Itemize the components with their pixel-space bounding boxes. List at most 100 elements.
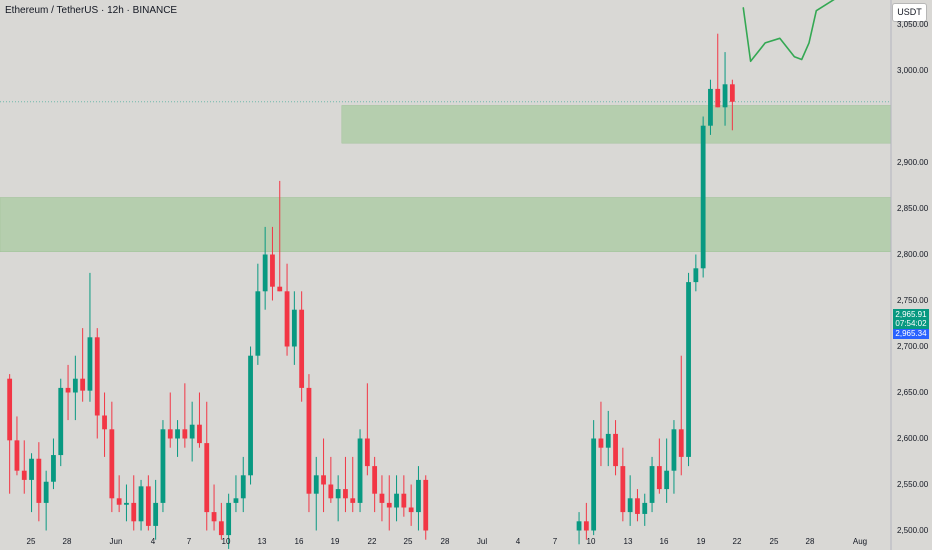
candle-body-60 <box>591 438 597 531</box>
last-price-value: 2,965.91 <box>895 310 927 319</box>
candle-body-7 <box>58 387 64 456</box>
candle-body-22 <box>167 429 173 439</box>
time-tick-label: 22 <box>367 537 377 546</box>
candle-body-47 <box>350 498 356 503</box>
candle-body-4 <box>36 458 42 503</box>
candle-body-58 <box>576 521 582 531</box>
candle-body-59 <box>583 521 589 531</box>
candle-body-41 <box>306 387 312 494</box>
candle-body-31 <box>233 498 239 503</box>
candle-body-44 <box>328 484 334 499</box>
candle-body-11 <box>87 337 93 391</box>
candle-body-49 <box>364 438 370 467</box>
candle-body-55 <box>408 507 414 513</box>
time-tick-label: 10 <box>586 537 596 546</box>
candle-body-54 <box>401 493 407 508</box>
other-price-value: 2,965.34 <box>895 329 927 338</box>
candle-body-37 <box>277 286 283 292</box>
time-tick-label: 4 <box>515 537 521 546</box>
candle-body-36 <box>270 254 275 287</box>
price-tick-label: 2,550.00 <box>897 479 929 489</box>
candle-body-14 <box>109 429 115 499</box>
candle-body-46 <box>343 489 348 499</box>
candle-body-57 <box>423 479 429 531</box>
candle-body-63 <box>613 433 618 467</box>
candle-body-48 <box>357 438 363 503</box>
candle-body-71 <box>671 429 677 471</box>
last-price-tag: 2,965.91 07:54:02 <box>893 309 929 329</box>
candle-body-42 <box>313 475 319 494</box>
candle-body-29 <box>218 521 224 536</box>
candle-body-51 <box>379 493 385 503</box>
candle-body-35 <box>262 254 268 292</box>
candle-body-68 <box>649 466 655 503</box>
candle-body-56 <box>416 479 421 513</box>
price-tick-label: 2,800.00 <box>897 249 929 259</box>
candle-body-75 <box>700 125 706 269</box>
candle-body-25 <box>189 424 195 439</box>
time-tick-label: Jul <box>476 537 488 546</box>
candle-body-73 <box>686 282 691 457</box>
candle-body-50 <box>372 466 378 494</box>
time-tick-label: 22 <box>732 537 742 546</box>
time-tick-label: 16 <box>294 537 304 546</box>
candle-body-38 <box>284 291 290 347</box>
candle-body-32 <box>240 475 246 499</box>
candle-body-2 <box>21 470 27 480</box>
candle-body-34 <box>255 291 261 356</box>
time-tick-label: 25 <box>403 537 413 546</box>
candle-body-72 <box>678 429 684 457</box>
time-tick-label: 4 <box>150 537 156 546</box>
other-price-tag: 2,965.34 <box>893 329 929 339</box>
candle-body-16 <box>124 502 129 505</box>
currency-button[interactable]: USDT <box>892 3 927 22</box>
price-tick-label: 3,000.00 <box>897 65 929 75</box>
candle-body-40 <box>299 309 305 388</box>
candle-body-69 <box>656 466 662 490</box>
candle-body-27 <box>204 443 210 513</box>
price-tick-label: 2,700.00 <box>897 341 929 351</box>
candle-body-19 <box>145 486 151 526</box>
candle-body-79 <box>729 84 735 102</box>
time-tick-label: 10 <box>221 537 231 546</box>
candle-body-76 <box>708 88 713 126</box>
candle-body-66 <box>635 498 640 514</box>
candle-body-78 <box>722 84 728 108</box>
candle-body-9 <box>72 378 78 393</box>
candle-body-3 <box>29 458 34 480</box>
price-tick-label: 2,650.00 <box>897 387 929 397</box>
price-tick-label: 2,500.00 <box>897 525 929 535</box>
candle-body-70 <box>664 470 670 490</box>
time-tick-label: 25 <box>26 537 36 546</box>
candle-body-15 <box>116 498 122 505</box>
candle-body-64 <box>620 466 626 513</box>
candle-body-53 <box>394 493 399 508</box>
candle-body-21 <box>160 429 166 503</box>
candle-body-33 <box>248 355 253 476</box>
time-tick-label: 25 <box>769 537 779 546</box>
candle-body-1 <box>14 440 20 471</box>
price-tick-label: 2,900.00 <box>897 157 929 167</box>
price-tick-label: 2,850.00 <box>897 203 929 213</box>
candle-body-13 <box>102 415 107 430</box>
candle-body-6 <box>51 455 56 482</box>
candle-body-67 <box>642 502 648 514</box>
time-tick-label: 7 <box>186 537 192 546</box>
time-tick-label: 28 <box>805 537 815 546</box>
time-tick-label: 28 <box>440 537 450 546</box>
candle-body-5 <box>43 481 49 503</box>
candle-body-24 <box>182 429 188 439</box>
plot-background <box>0 0 891 550</box>
candle-body-62 <box>605 433 611 448</box>
candle-body-39 <box>291 309 297 347</box>
time-tick-label: 13 <box>623 537 633 546</box>
candle-body-28 <box>211 512 217 522</box>
candle-body-17 <box>131 502 137 522</box>
time-tick-label: 16 <box>659 537 669 546</box>
candle-body-30 <box>226 502 232 536</box>
candle-body-61 <box>598 438 604 448</box>
candle-body-77 <box>715 88 721 108</box>
candle-body-10 <box>80 378 86 391</box>
